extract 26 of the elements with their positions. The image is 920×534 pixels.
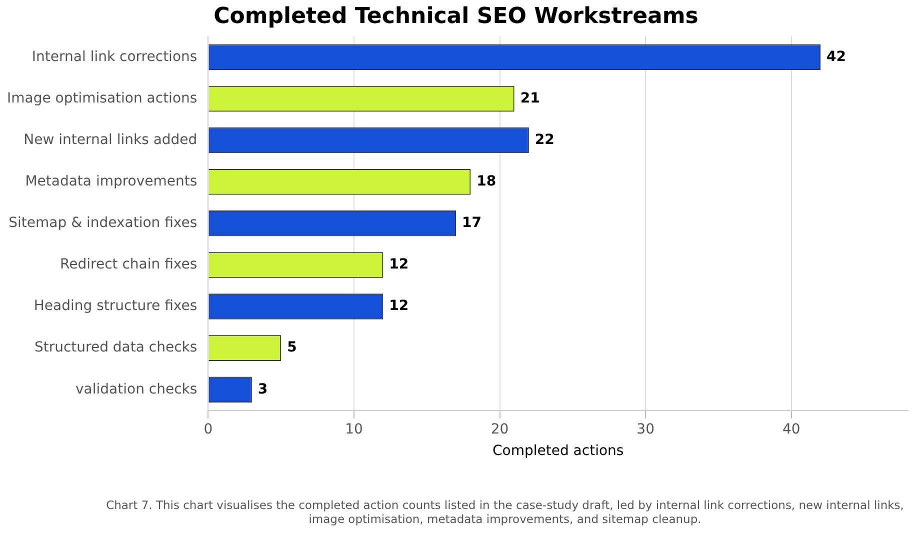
y-tick-label: Redirect chain fixes — [60, 256, 198, 273]
x-axis-title: Completed actions — [492, 443, 624, 460]
y-tick-label: Sitemap & indexation fixes — [8, 215, 198, 232]
data-label: 5 — [287, 340, 297, 356]
y-tick-label: Image optimisation actions — [6, 90, 198, 106]
x-tick-label: 10 — [345, 421, 363, 438]
data-label: 12 — [389, 298, 409, 314]
y-tick-label: Structured data checks — [34, 340, 198, 356]
x-tick-label: 40 — [782, 421, 800, 438]
data-label: 12 — [389, 256, 409, 273]
caption: Chart 7. This chart visualises the completed action counts listed in the case-study draft, led by internal link corrections, new internal links, image optimisation, metadata improvements, and sitemap cleanup. — [105, 498, 905, 526]
y-tick-label: validation checks — [76, 381, 198, 398]
x-tick-label: 0 — [204, 421, 213, 438]
x-tick-label: 30 — [636, 421, 654, 438]
x-tick-label: 20 — [490, 421, 509, 438]
data-label: 18 — [476, 173, 496, 190]
y-tick-label: Heading structure fixes — [34, 298, 198, 314]
data-label: 42 — [826, 48, 846, 65]
data-label: 17 — [462, 215, 482, 232]
y-tick-label: Metadata improvements — [25, 173, 198, 190]
data-label: 3 — [258, 381, 268, 398]
y-tick-label: Internal link corrections — [32, 48, 198, 65]
y-tick-label: New internal links added — [24, 132, 198, 148]
data-label: 21 — [520, 90, 540, 106]
chart-title: Completed Technical SEO Workstreams — [214, 4, 698, 29]
data-label: 22 — [534, 132, 554, 148]
